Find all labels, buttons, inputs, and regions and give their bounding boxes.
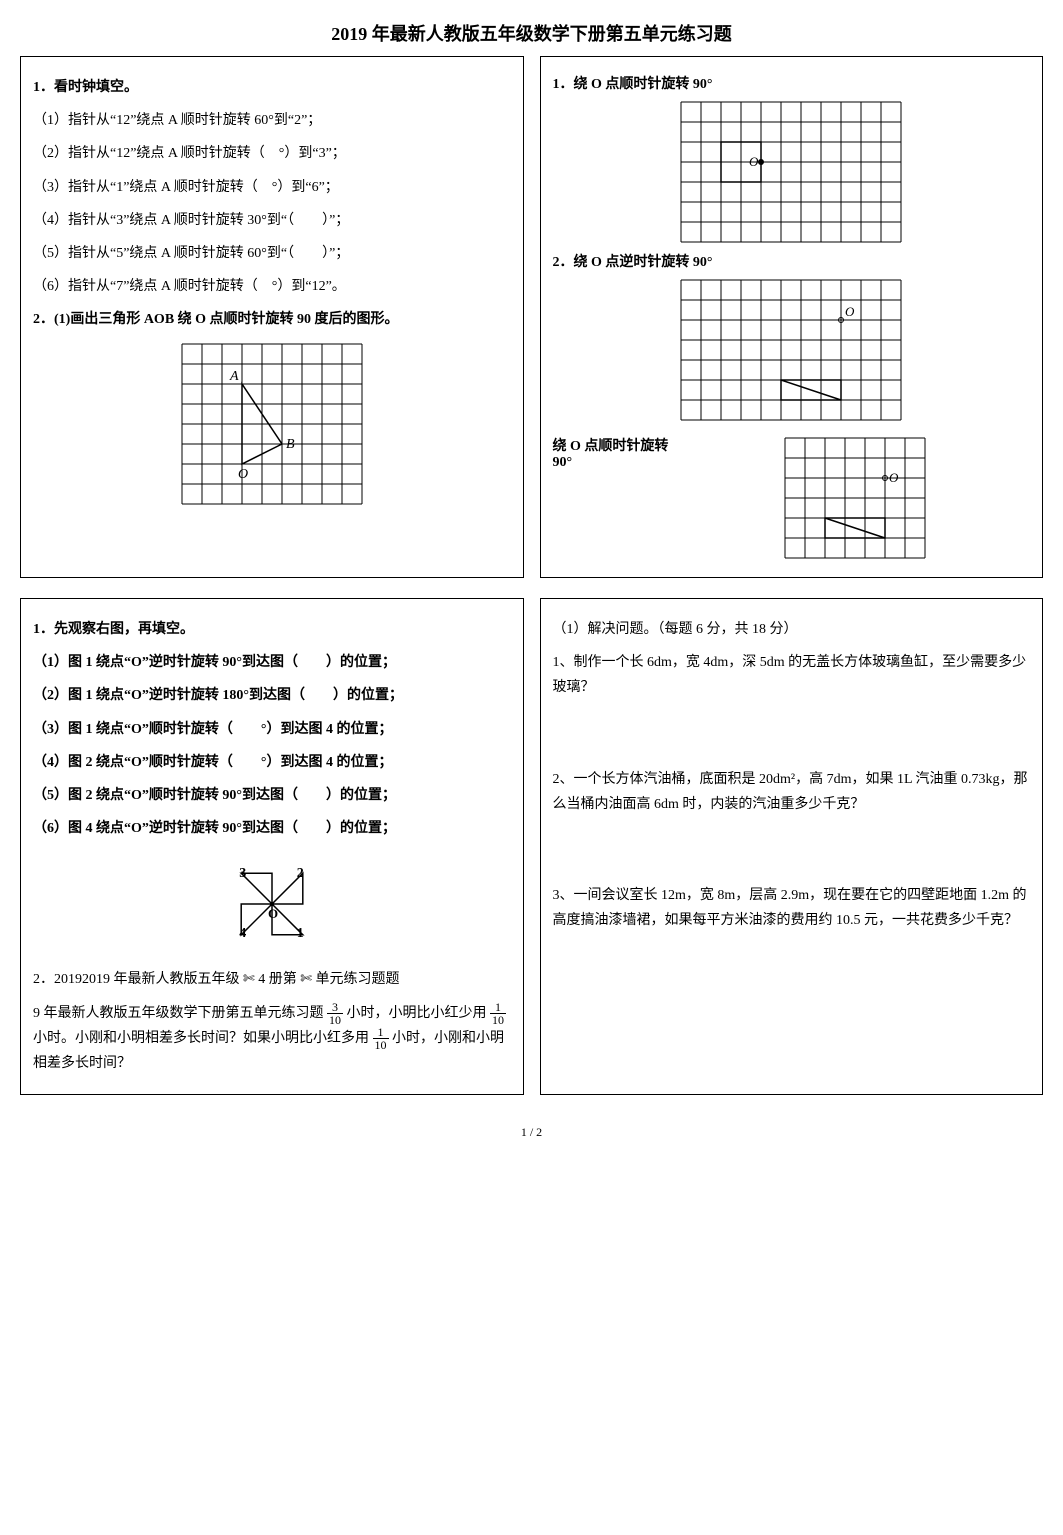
svg-text:4: 4 xyxy=(239,926,246,941)
frac-1-10-b: 110 xyxy=(373,1026,389,1051)
grid-aob-svg: A B O xyxy=(181,343,363,505)
box2-h2: 2．绕 O 点逆时针旋转 90° xyxy=(553,251,1031,271)
svg-text:O: O xyxy=(749,154,759,169)
svg-text:O: O xyxy=(889,470,899,485)
frac-d: 10 xyxy=(490,1014,506,1026)
grid-rotate-3: O xyxy=(784,437,926,559)
pinwheel-diagram: 1 2 3 4 O xyxy=(33,849,511,959)
box1-line-3: （3）指针从“1”绕点 A 顺时针旋转（ °）到“6”； xyxy=(33,175,511,200)
box1-line-6: （6）指针从“7”绕点 A 顺时针旋转（ °）到“12”。 xyxy=(33,274,511,299)
frac-n: 3 xyxy=(327,1001,343,1014)
frac-n: 1 xyxy=(490,1001,506,1014)
box1-line-1: （1）指针从“12”绕点 A 顺时针旋转 60°到“2”； xyxy=(33,108,511,133)
triangle-aob-grid: A B O xyxy=(33,343,511,505)
box1-heading: 1．看时钟填空。 xyxy=(33,75,511,100)
box3-p2: 2．20192019 年最新人教版五年级 ✄ 4 册第 ✄ 单元练习题题 xyxy=(33,967,511,992)
svg-text:2: 2 xyxy=(297,867,304,882)
box3-heading: 1．先观察右图，再填空。 xyxy=(33,617,511,642)
scissors-icon: ✄ xyxy=(243,972,255,987)
row-2: 1．先观察右图，再填空。 （1）图 1 绕点“O”逆时针旋转 90°到达图（ ）… xyxy=(20,598,1043,1095)
svg-text:O: O xyxy=(845,304,855,319)
frac-3-10: 310 xyxy=(327,1001,343,1026)
box4-q3: 3、一间会议室长 12m，宽 8m，层高 2.9m，现在要在它的四壁距地面 1.… xyxy=(553,883,1031,933)
box3-p3a: 9 年最新人教版五年级数学下册第五单元练习题 xyxy=(33,1006,324,1021)
box3-line-6: （6）图 4 绕点“O”逆时针旋转 90°到达图（ ）的位置； xyxy=(33,816,511,841)
box1-line-2: （2）指针从“12”绕点 A 顺时针旋转（ °）到“3”； xyxy=(33,141,511,166)
frac-d: 10 xyxy=(373,1039,389,1051)
box3-p2a: 2．20192019 年最新人教版五年级 xyxy=(33,972,240,987)
box-observe-fill: 1．先观察右图，再填空。 （1）图 1 绕点“O”逆时针旋转 90°到达图（ ）… xyxy=(20,598,524,1095)
box2-h3: 绕 O 点顺时针旋转 90° xyxy=(553,435,673,471)
box3-line-2: （2）图 1 绕点“O”逆时针旋转 180°到达图（ ）的位置； xyxy=(33,683,511,708)
svg-text:O: O xyxy=(238,467,248,482)
box1-line-5: （5）指针从“5”绕点 A 顺时针旋转 60°到“（ ）”； xyxy=(33,241,511,266)
grid-rotate-2: O xyxy=(680,279,902,421)
box1-q2: 2．(1)画出三角形 AOB 绕 O 点顺时针旋转 90 度后的图形。 xyxy=(33,307,511,332)
svg-text:O: O xyxy=(268,906,278,921)
frac-d: 10 xyxy=(327,1014,343,1026)
box3-p3c: 小时。小刚和小明相差多长时间？如果小明比小红多用 xyxy=(33,1031,369,1046)
box4-heading: （1）解决问题。（每题 6 分，共 18 分） xyxy=(553,617,1031,642)
row-1: 1．看时钟填空。 （1）指针从“12”绕点 A 顺时针旋转 60°到“2”； （… xyxy=(20,56,1043,578)
box2-h1: 1．绕 O 点顺时针旋转 90° xyxy=(553,73,1031,93)
box1-line-4: （4）指针从“3”绕点 A 顺时针旋转 30°到“（ ）”； xyxy=(33,208,511,233)
box3-num4: 4 xyxy=(258,972,265,987)
box3-line-4: （4）图 2 绕点“O”顺时针旋转（ °）到达图 4 的位置； xyxy=(33,750,511,775)
box3-p2b: 册第 xyxy=(269,972,297,987)
box3-line-5: （5）图 2 绕点“O”顺时针旋转 90°到达图（ ）的位置； xyxy=(33,783,511,808)
page-number: 1 / 2 xyxy=(20,1125,1043,1140)
pinwheel-svg: 1 2 3 4 O xyxy=(217,849,327,959)
box3-line-1: （1）图 1 绕点“O”逆时针旋转 90°到达图（ ）的位置； xyxy=(33,650,511,675)
svg-text:B: B xyxy=(286,437,295,452)
box3-p3: 9 年最新人教版五年级数学下册第五单元练习题 310 小时，小明比小红少用 11… xyxy=(33,1001,511,1077)
box-clock-fill: 1．看时钟填空。 （1）指针从“12”绕点 A 顺时针旋转 60°到“2”； （… xyxy=(20,56,524,578)
box3-line-3: （3）图 1 绕点“O”顺时针旋转（ °）到达图 4 的位置； xyxy=(33,717,511,742)
box4-q1: 1、制作一个长 6dm，宽 4dm，深 5dm 的无盖长方体玻璃鱼缸，至少需要多… xyxy=(553,650,1031,700)
box-word-problems: （1）解决问题。（每题 6 分，共 18 分） 1、制作一个长 6dm，宽 4d… xyxy=(540,598,1044,1095)
box3-p2c: 单元练习题题 xyxy=(315,972,399,987)
scissors-icon-2: ✄ xyxy=(300,972,312,987)
svg-text:3: 3 xyxy=(239,867,246,882)
box4-q2: 2、一个长方体汽油桶，底面积是 20dm²，高 7dm，如果 1L 汽油重 0.… xyxy=(553,767,1031,817)
frac-1-10-a: 110 xyxy=(490,1001,506,1026)
grid-rotate-1: O xyxy=(680,101,902,243)
page-title: 2019 年最新人教版五年级数学下册第五单元练习题 xyxy=(20,20,1043,46)
svg-text:A: A xyxy=(229,369,239,384)
box3-p3b: 小时，小明比小红少用 xyxy=(347,1006,487,1021)
box-rotate-shapes: 1．绕 O 点顺时针旋转 90° O 2．绕 O 点逆时针旋转 90° O 绕 … xyxy=(540,56,1044,578)
svg-text:1: 1 xyxy=(297,926,304,941)
